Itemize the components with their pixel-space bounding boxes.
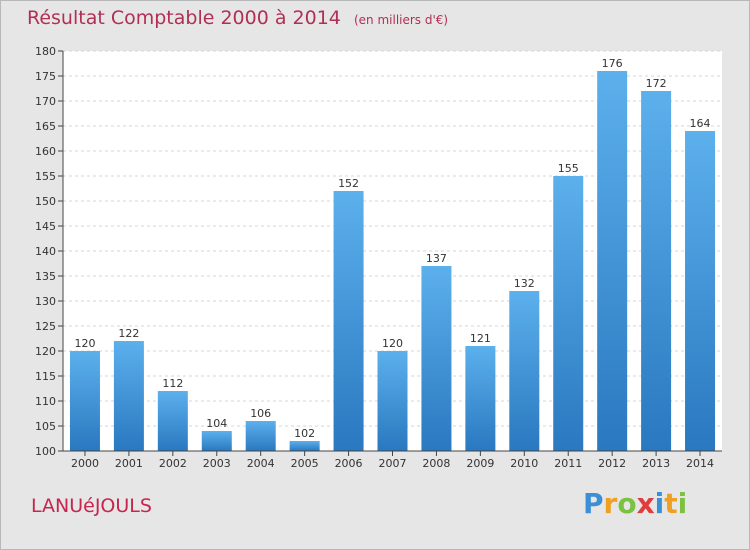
y-tick-label: 160 (35, 145, 56, 158)
bar-2009 (465, 346, 496, 451)
x-tick-label: 2006 (335, 457, 363, 470)
y-tick-label: 120 (35, 345, 56, 358)
bar-2012 (597, 71, 628, 451)
x-tick-label: 2008 (422, 457, 450, 470)
y-tick-label: 145 (35, 220, 56, 233)
bar-2010 (509, 291, 540, 451)
bar-value-label: 120 (74, 337, 95, 350)
y-tick-label: 140 (35, 245, 56, 258)
bar-2008 (421, 266, 452, 451)
y-tick-label: 165 (35, 120, 56, 133)
bar-value-label: 122 (118, 327, 139, 340)
bar-value-label: 164 (690, 117, 711, 130)
bar-2003 (201, 431, 232, 451)
bar-value-label: 152 (338, 177, 359, 190)
bar-value-label: 106 (250, 407, 271, 420)
x-tick-label: 2013 (642, 457, 670, 470)
x-tick-label: 2010 (510, 457, 538, 470)
logo-letter: P (583, 487, 604, 520)
proxiti-logo: Proxiti (583, 487, 687, 520)
title-row: Résultat Comptable 2000 à 2014 (en milli… (27, 7, 448, 29)
bar-value-label: 104 (206, 417, 227, 430)
bar-value-label: 176 (602, 57, 623, 70)
bar-2004 (245, 421, 276, 451)
logo-letter: o (617, 487, 637, 520)
bar-value-label: 137 (426, 252, 447, 265)
bar-2000 (69, 351, 100, 451)
y-tick-label: 125 (35, 320, 56, 333)
bar-2006 (333, 191, 364, 451)
bar-2011 (553, 176, 584, 451)
y-tick-label: 115 (35, 370, 56, 383)
x-tick-label: 2014 (686, 457, 714, 470)
y-tick-label: 110 (35, 395, 56, 408)
bar-2005 (289, 441, 320, 451)
bar-2001 (113, 341, 144, 451)
logo-letter: x (636, 487, 655, 520)
logo-letter: t (664, 487, 678, 520)
x-tick-label: 2002 (159, 457, 187, 470)
x-tick-label: 2009 (466, 457, 494, 470)
bar-layer: 120 122 112 104 106 102 152 120 137 121 132 155 176 1… (69, 57, 716, 451)
bar-value-label: 172 (646, 77, 667, 90)
y-tick-label: 180 (35, 45, 56, 58)
bar-value-label: 132 (514, 277, 535, 290)
x-tick-label: 2004 (247, 457, 275, 470)
bar-value-label: 155 (558, 162, 579, 175)
y-tick-label: 150 (35, 195, 56, 208)
bar-2007 (377, 351, 408, 451)
x-tick-label: 2003 (203, 457, 231, 470)
x-tick-label: 2001 (115, 457, 143, 470)
y-tick-label: 135 (35, 270, 56, 283)
bar-2014 (685, 131, 716, 451)
y-tick-label: 170 (35, 95, 56, 108)
axis-layer: 100 105 110 115 120 125 130 135 140 145 150 155 160 1… (35, 45, 722, 470)
x-tick-label: 2000 (71, 457, 99, 470)
logo-letter: r (603, 487, 618, 520)
y-tick-label: 175 (35, 70, 56, 83)
commune-name: LANUéJOULS (31, 495, 152, 517)
bar-value-label: 112 (162, 377, 183, 390)
bar-value-label: 121 (470, 332, 491, 345)
x-tick-label: 2011 (554, 457, 582, 470)
x-tick-label: 2007 (379, 457, 407, 470)
chart-title: Résultat Comptable 2000 à 2014 (27, 7, 341, 29)
x-tick-label: 2012 (598, 457, 626, 470)
y-tick-label: 100 (35, 445, 56, 458)
y-tick-label: 105 (35, 420, 56, 433)
y-tick-label: 155 (35, 170, 56, 183)
bar-value-label: 102 (294, 427, 315, 440)
logo-letter: i (677, 487, 688, 520)
logo-letter: i (654, 487, 665, 520)
x-tick-label: 2005 (291, 457, 319, 470)
bar-value-label: 120 (382, 337, 403, 350)
y-tick-label: 130 (35, 295, 56, 308)
bar-2002 (157, 391, 188, 451)
chart-subtitle: (en milliers d'€) (353, 13, 449, 27)
bar-2013 (641, 91, 672, 451)
